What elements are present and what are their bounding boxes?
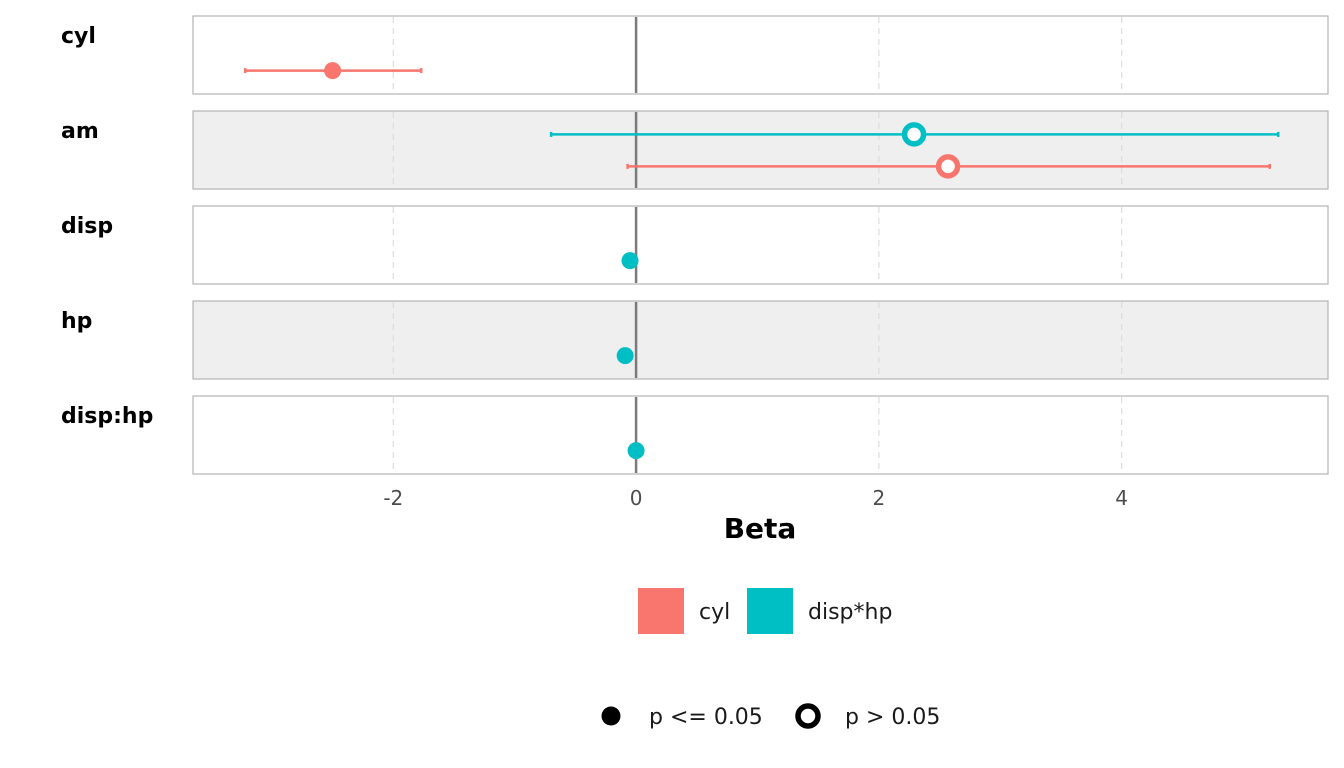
facet-hp: hp — [61, 300, 1329, 380]
estimate-marker — [901, 122, 927, 147]
point-cyl-am — [626, 154, 1271, 179]
x-tick-label: 0 — [630, 486, 643, 510]
facet-label: am — [61, 119, 99, 144]
legend-entry-cyl: cyl — [638, 588, 730, 634]
facet-panel-bg — [192, 395, 1329, 475]
estimate-marker — [616, 347, 634, 365]
facet-label: hp — [61, 309, 92, 334]
legend-label: disp*hp — [808, 600, 892, 625]
facet-label: disp — [61, 214, 113, 239]
facet-panel-bg — [192, 110, 1329, 190]
facet-panel-bg — [192, 300, 1329, 380]
point-disp-hp-disp-hp — [627, 442, 645, 460]
facet-label: disp:hp — [61, 404, 153, 429]
estimate-marker — [324, 62, 342, 80]
facet-disp: disp — [61, 205, 1329, 285]
x-tick-label: -2 — [383, 486, 403, 510]
x-tick-label: 2 — [872, 486, 885, 510]
estimate-marker — [627, 442, 645, 460]
facet-cyl: cyl — [61, 15, 1329, 95]
estimate-marker — [621, 252, 639, 270]
x-axis: -2 0 2 4 — [383, 486, 1128, 510]
shape-legend: p <= 0.05 p > 0.05 — [601, 703, 940, 730]
point-cyl-cyl — [243, 62, 423, 80]
legend-key — [747, 588, 793, 634]
point-disp-hp-am — [549, 122, 1280, 147]
facet-disp-hp: disp:hp — [61, 395, 1329, 475]
facet-am: am — [61, 110, 1329, 190]
facet-panel-bg — [192, 15, 1329, 95]
legend-entry-p-0-05: p > 0.05 — [795, 703, 940, 730]
point-disp-hp-hp — [616, 347, 634, 365]
x-axis-title: Beta — [724, 512, 797, 545]
legend-label: p > 0.05 — [845, 705, 940, 730]
point-disp-hp-disp — [621, 252, 639, 270]
facet-panels: cyl am disp hp disp:hp — [61, 15, 1329, 475]
facet-label: cyl — [61, 24, 96, 49]
legend-shape-key — [601, 706, 621, 726]
estimate-marker — [935, 154, 961, 179]
legend-entry-p-0-05: p <= 0.05 — [601, 705, 763, 730]
x-tick-label: 4 — [1115, 486, 1128, 510]
color-legend: cyl disp*hp — [638, 588, 892, 634]
legend-label: p <= 0.05 — [649, 705, 763, 730]
legend-key — [638, 588, 684, 634]
legend-entry-disp-hp: disp*hp — [747, 588, 892, 634]
legend-label: cyl — [699, 600, 730, 625]
facet-panel-bg — [192, 205, 1329, 285]
legend-shape-key — [795, 703, 821, 729]
